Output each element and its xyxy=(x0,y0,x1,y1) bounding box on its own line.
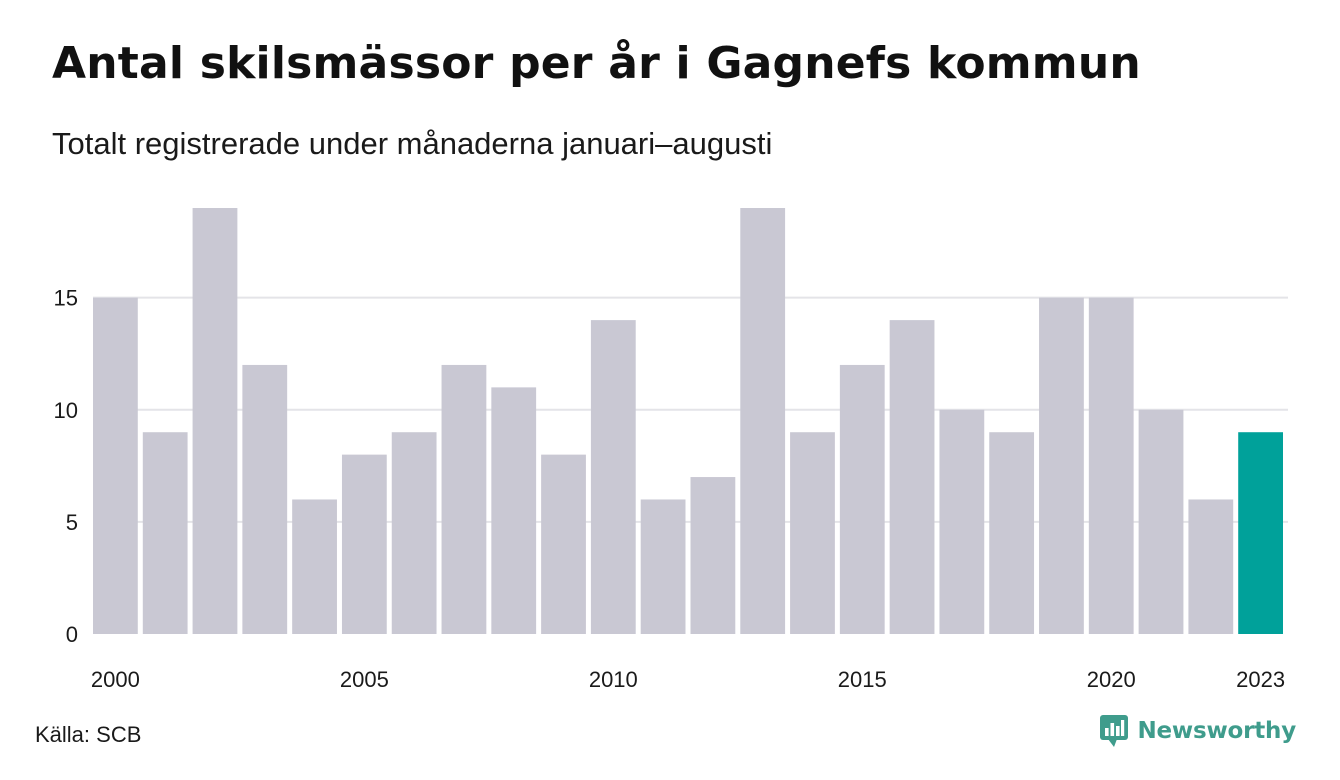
bar-2023 xyxy=(1238,432,1283,634)
bar-2004 xyxy=(292,499,337,634)
bar-2013 xyxy=(740,208,786,634)
y-tick-label: 0 xyxy=(66,622,78,647)
x-axis-ticks: 2000 2005 2010 2015 2020 2023 xyxy=(91,667,1285,692)
bar-2020 xyxy=(1088,297,1134,634)
bar-2009 xyxy=(541,454,586,634)
bar-2007 xyxy=(441,364,487,634)
source-note: Källa: SCB xyxy=(35,722,142,747)
bar-2021 xyxy=(1138,409,1184,634)
bar-2016 xyxy=(889,320,935,634)
bar-2018 xyxy=(989,432,1035,634)
chart-title: Antal skilsmässor per år i Gagnefs kommu… xyxy=(52,38,1141,89)
bar-2019 xyxy=(1039,297,1084,634)
bar-2017 xyxy=(939,409,985,634)
bar-2010 xyxy=(590,320,636,634)
bar-2006 xyxy=(391,432,437,634)
x-tick-label: 2000 xyxy=(91,667,140,692)
bar-2002 xyxy=(192,208,238,634)
x-tick-label: 2020 xyxy=(1087,667,1136,692)
bars xyxy=(93,208,1283,634)
newsworthy-logo-icon xyxy=(1100,715,1129,747)
bar-2000 xyxy=(93,297,138,634)
bar-2001 xyxy=(142,432,188,634)
brand-name: Newsworthy xyxy=(1137,718,1296,744)
x-tick-label: 2010 xyxy=(589,667,638,692)
bar-2011 xyxy=(640,499,686,634)
y-tick-label: 10 xyxy=(54,398,78,423)
bar-2022 xyxy=(1188,499,1234,634)
bar-2014 xyxy=(790,432,835,634)
bar-2012 xyxy=(690,477,736,634)
y-tick-label: 5 xyxy=(66,510,78,535)
chart-subtitle: Totalt registrerade under månaderna janu… xyxy=(52,126,773,161)
x-tick-label: 2023 xyxy=(1236,667,1285,692)
x-tick-label: 2005 xyxy=(340,667,389,692)
bar-2008 xyxy=(491,387,537,634)
newsworthy-logo[interactable]: Newsworthy xyxy=(1099,714,1296,748)
bar-2015 xyxy=(839,364,885,634)
x-tick-label: 2015 xyxy=(838,667,887,692)
y-axis-ticks: 0 5 10 15 xyxy=(54,286,78,647)
bar-2003 xyxy=(242,364,288,634)
y-tick-label: 15 xyxy=(54,286,78,311)
bar-2005 xyxy=(341,454,387,634)
